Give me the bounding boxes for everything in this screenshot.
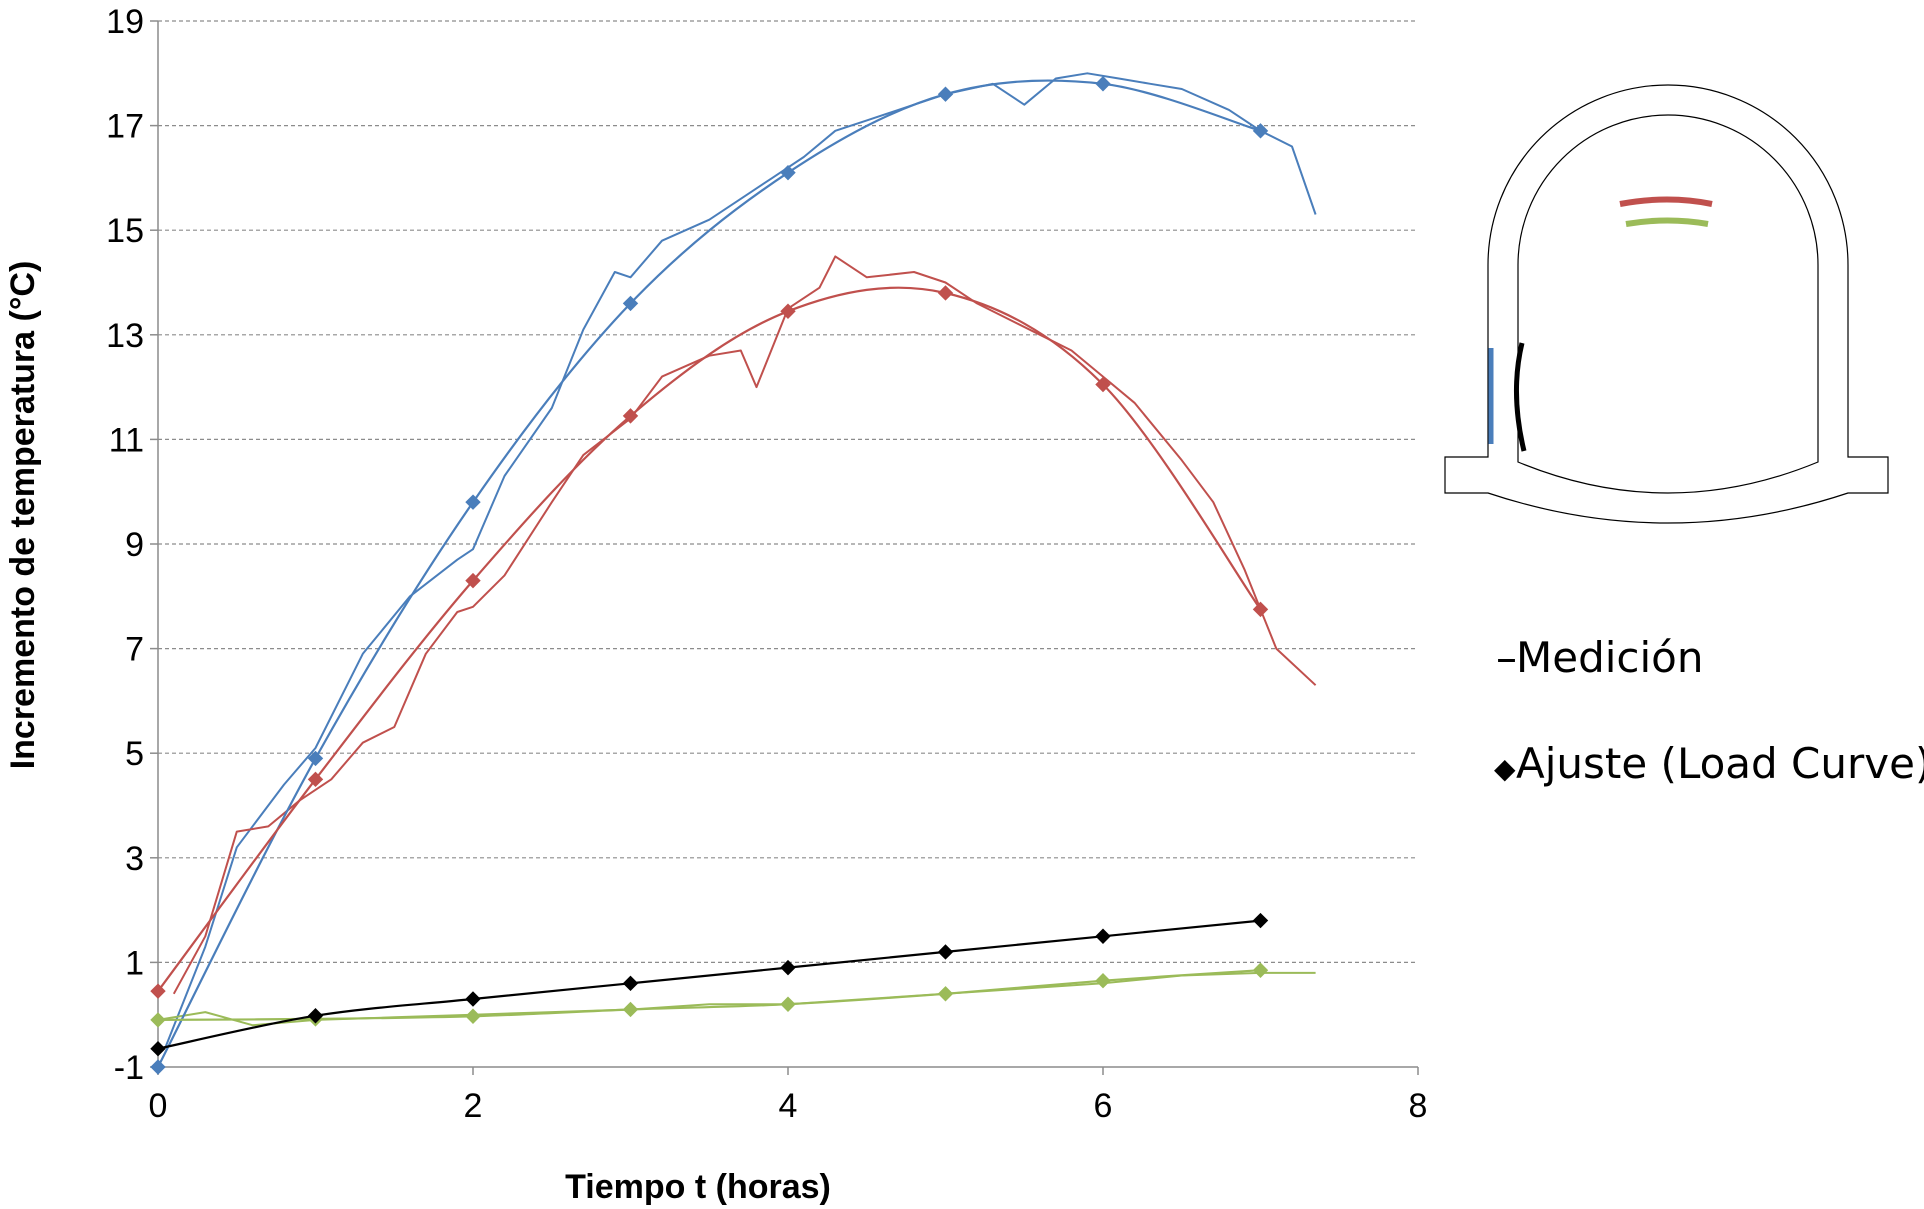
fit-point-green — [622, 1001, 639, 1018]
fit-point-black — [465, 991, 481, 1007]
fit-point-green — [1095, 972, 1111, 989]
tunnel-outer-outline — [1444, 84, 1889, 524]
y-tick-label: 5 — [125, 735, 144, 773]
fit-curve-black — [157, 919, 1261, 1050]
y-tick-label: 19 — [106, 3, 144, 41]
fit-point-blue — [780, 164, 796, 181]
fit-point-red — [622, 408, 639, 424]
fit-point-black — [622, 975, 639, 992]
fit-point-blue — [465, 494, 481, 510]
legend-marker-fit: ◆ — [1494, 752, 1516, 785]
fit-point-black — [1095, 928, 1111, 944]
y-tick-label: 13 — [106, 317, 144, 355]
measurement-lines — [157, 72, 1317, 1047]
x-tick-label: 4 — [779, 1087, 798, 1125]
legend-label-fit: Ajuste (Load Curve) — [1516, 739, 1924, 788]
fit-point-black — [780, 959, 796, 976]
fit-point-red — [150, 983, 166, 999]
measurement-line-blue — [164, 72, 1317, 1047]
fit-point-blue — [150, 1059, 166, 1075]
tunnel-cross-section-diagram — [1444, 84, 1889, 524]
tunnel-inner-outline — [1517, 114, 1819, 494]
axes — [150, 20, 1419, 1075]
fit-point-red — [780, 303, 796, 319]
y-tick-label: -1 — [114, 1049, 144, 1087]
y-tick-label: 15 — [106, 212, 144, 250]
fit-point-blue — [622, 295, 639, 312]
fit-point-black — [150, 1040, 166, 1057]
fit-point-red — [1252, 601, 1269, 618]
y-tick-label: 9 — [125, 526, 144, 564]
fit-point-blue — [1095, 76, 1111, 92]
fit-point-blue — [307, 750, 324, 767]
x-tick-label: 2 — [464, 1087, 483, 1125]
measurement-line-red — [172, 255, 1317, 995]
fit-point-red — [465, 572, 481, 589]
fit-point-red — [307, 771, 324, 788]
fit-point-green — [150, 1012, 166, 1028]
sensor-black-wall — [1513, 342, 1527, 452]
sensor-red-crown — [1619, 196, 1713, 207]
fit-point-blue — [1252, 123, 1269, 139]
fit-point-green — [780, 996, 796, 1012]
x-tick-label: 0 — [149, 1087, 168, 1125]
legend-marker-measurement: – — [1496, 633, 1517, 682]
fit-point-red — [1095, 376, 1111, 393]
fit-point-green — [1252, 962, 1269, 978]
fit-curve-blue — [157, 79, 1261, 1068]
y-tick-label: 3 — [125, 840, 144, 878]
fit-curve-green — [157, 969, 1261, 1021]
sensor-green-crown — [1625, 217, 1709, 227]
fit-point-green — [937, 986, 954, 1002]
x-tick-label: 8 — [1409, 1087, 1428, 1125]
y-tick-label: 1 — [125, 944, 144, 982]
x-axis-title: Tiempo t (horas) — [565, 1168, 831, 1206]
y-tick-label: 11 — [109, 421, 144, 459]
fit-point-black — [937, 944, 954, 960]
x-tick-labels: 0 2 4 6 8 — [149, 1087, 1428, 1125]
fit-point-black — [307, 1008, 324, 1024]
legend: – Medición ◆ Ajuste (Load Curve) — [1494, 633, 1924, 788]
y-axis-title: Incremento de temperatura (°C) — [4, 261, 42, 770]
fit-point-blue — [937, 86, 954, 102]
fit-point-red — [937, 285, 954, 301]
grid — [158, 20, 1418, 964]
x-tick-label: 6 — [1094, 1087, 1113, 1125]
fit-point-green — [465, 1008, 481, 1024]
fit-curve-red — [157, 286, 1262, 992]
y-tick-label: 7 — [125, 631, 144, 669]
fit-curves — [150, 76, 1269, 1075]
legend-label-measurement: Medición — [1516, 633, 1703, 682]
y-tick-label: 17 — [106, 108, 144, 146]
measurement-line-green — [157, 971, 1316, 1027]
fit-point-black — [1252, 912, 1269, 929]
